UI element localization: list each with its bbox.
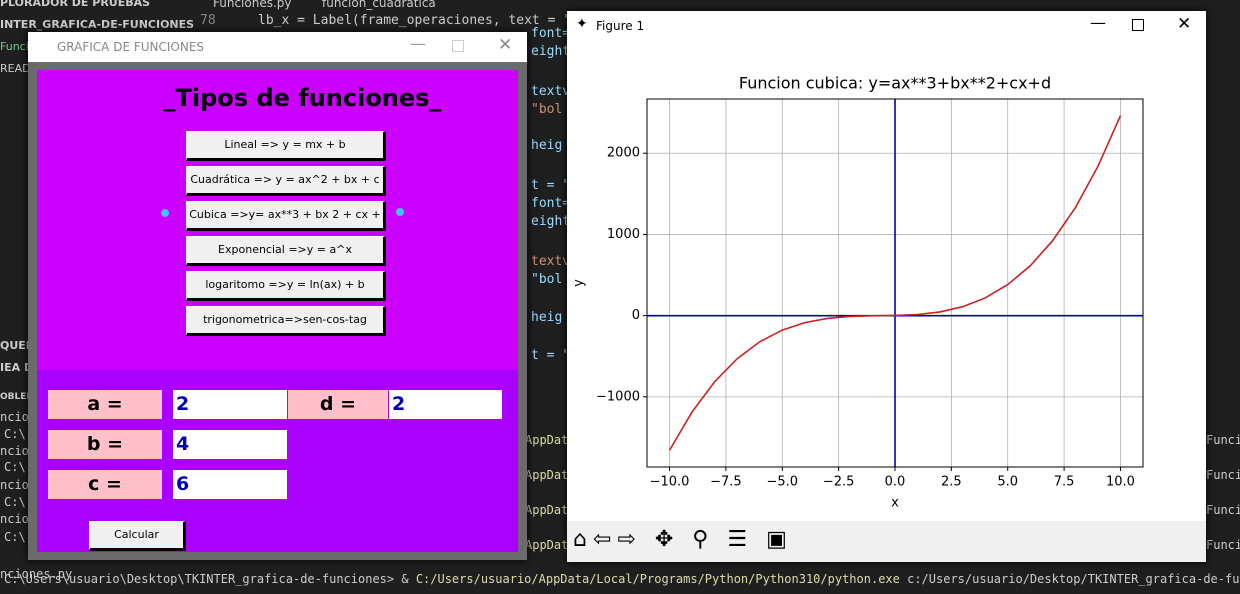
x-tick-label: −7.5 <box>710 475 742 490</box>
file[interactable]: Funci <box>0 40 29 53</box>
function-button[interactable]: Cubica =>y= ax**3 + bx 2 + cx + d <box>186 201 386 247</box>
maximize[interactable] <box>452 40 464 52</box>
function-button[interactable]: Lineal => y = mx + b <box>186 131 386 161</box>
terminal: C:\ <box>4 530 26 544</box>
x-tick-label: −2.5 <box>823 475 855 490</box>
param-label: d = <box>288 390 388 419</box>
param-entry[interactable]: 2 <box>389 390 502 419</box>
app-icon: ✦ <box>576 16 588 32</box>
function-button[interactable]: Exponencial =>y = a^x <box>186 236 386 266</box>
dot <box>396 208 404 216</box>
window-title: Figure 1 <box>596 19 645 33</box>
x-tick-label: 2.5 <box>941 475 962 490</box>
terminal: ncion <box>0 444 37 458</box>
terminal: AppData <box>525 538 576 552</box>
code: eight <box>531 44 571 59</box>
terminal: AppData <box>525 468 576 482</box>
x-tick-label: −5.0 <box>766 475 798 490</box>
terminal: C:\ <box>4 460 26 474</box>
function-button[interactable]: logaritomo =>y = ln(ax) + b <box>186 271 386 301</box>
x-label: x <box>891 496 899 511</box>
code: font= <box>531 26 571 41</box>
dot <box>161 209 169 217</box>
prompt: C:\Users\usuario\Desktop\TKINTER_grafica… <box>4 572 409 586</box>
section[interactable]: IEA D <box>0 361 34 374</box>
terminal: AppData <box>525 503 576 517</box>
code: textv <box>531 254 571 269</box>
param-entry[interactable]: 4 <box>173 430 287 459</box>
function-button[interactable]: Cuadrática => y = ax^2 + bx + c <box>186 166 386 196</box>
param-label: a = <box>48 390 162 419</box>
terminal-line: C:\Users\usuario\Desktop\TKINTER_grafica… <box>4 572 1240 586</box>
plot-frame <box>646 98 1144 468</box>
x-tick-label: −10.0 <box>650 475 690 490</box>
heading: _Tipos de funciones_ <box>163 84 442 112</box>
code: "bol <box>531 102 563 117</box>
breadcrumb[interactable]: funcion_cuadratica <box>322 0 436 10</box>
terminal: Funcione <box>1206 538 1240 552</box>
series-line <box>668 115 1122 451</box>
code: t = " <box>531 348 571 363</box>
y-label: y <box>572 279 587 287</box>
terminal: Funcione <box>1206 433 1240 447</box>
terminal: ncion <box>0 512 37 526</box>
y-tick-label: −1000 <box>596 389 640 404</box>
chart: Funcion cubica: y=ax**3+bx**2+cx+d x y −10.… <box>572 74 1144 511</box>
x-tick-label: 0.0 <box>885 475 906 490</box>
tab[interactable]: Funciones.py <box>213 0 292 10</box>
terminal: AppData <box>525 433 576 447</box>
param-label: c = <box>48 470 162 499</box>
terminal: C:\ <box>4 427 26 441</box>
exe: C:/Users/usuario/AppData/Local/Programs/… <box>415 572 900 586</box>
x-tick-label: 10.0 <box>1106 475 1135 490</box>
terminal: nciones.py <box>0 567 73 581</box>
toolbar: ⌂⇦⇨ ✥ ⚲ ☰ ▣ <box>567 521 1206 562</box>
file[interactable]: READ <box>0 62 31 75</box>
line-number: 78 <box>200 13 216 28</box>
param-entry[interactable]: 6 <box>173 470 287 499</box>
close[interactable]: ✕ <box>498 35 513 55</box>
figure-window: Figure 1 ✦ — ✕ ⌂⇦⇨ ✥ ⚲ ☰ ▣ <box>567 11 1206 562</box>
code: lb_x = Label(frame_operaciones, text = " <box>258 13 572 28</box>
y-tick-label: 1000 <box>607 227 640 242</box>
y-tick-label: 2000 <box>607 146 640 161</box>
param-entry[interactable]: 2 <box>173 390 287 419</box>
panel-tab[interactable]: OBLEM <box>0 392 36 402</box>
terminal: Funcione <box>1206 503 1240 517</box>
terminal: ncion <box>0 478 37 492</box>
terminal: ncio <box>0 410 29 424</box>
folder[interactable]: INTER_GRAFICA-DE-FUNCIONES <box>0 18 195 31</box>
x-tick-label: 7.5 <box>1054 475 1075 490</box>
param-label: b = <box>48 430 162 459</box>
section[interactable]: QUEM <box>0 339 37 352</box>
sidebar-title: PLORADOR DE PRUEBAS <box>0 0 151 9</box>
code: "bol <box>531 272 563 287</box>
chart-title: Funcion cubica: y=ax**3+bx**2+cx+d <box>739 74 1051 93</box>
close[interactable]: ✕ <box>1177 14 1192 34</box>
minimize[interactable]: — <box>1090 13 1106 32</box>
calc-button[interactable]: Calcular <box>89 521 186 551</box>
minimize[interactable]: — <box>410 34 426 53</box>
terminal: C:\ <box>4 495 26 509</box>
code: textv <box>531 84 571 99</box>
toolbar-icons[interactable]: ⌂⇦⇨ ✥ ⚲ ☰ ▣ <box>573 527 793 552</box>
maximize[interactable] <box>1132 19 1144 31</box>
code: heig <box>531 310 563 325</box>
terminal: Funcione <box>1206 468 1240 482</box>
x-tick-label: 5.0 <box>997 475 1018 490</box>
title-bar: GRAFICA DE FUNCIONES — ✕ <box>28 32 527 62</box>
code: font= <box>531 196 571 211</box>
window-title: GRAFICA DE FUNCIONES <box>57 40 205 54</box>
arg: c:/Users/usuario/Desktop/TKINTER_grafica… <box>907 572 1240 586</box>
function-button[interactable]: trigonometrica=>sen-cos-tag <box>186 306 386 336</box>
code: eight <box>531 214 571 229</box>
code: t = " <box>531 178 571 193</box>
code: heig <box>531 138 563 153</box>
y-tick-label: 0 <box>632 308 640 323</box>
